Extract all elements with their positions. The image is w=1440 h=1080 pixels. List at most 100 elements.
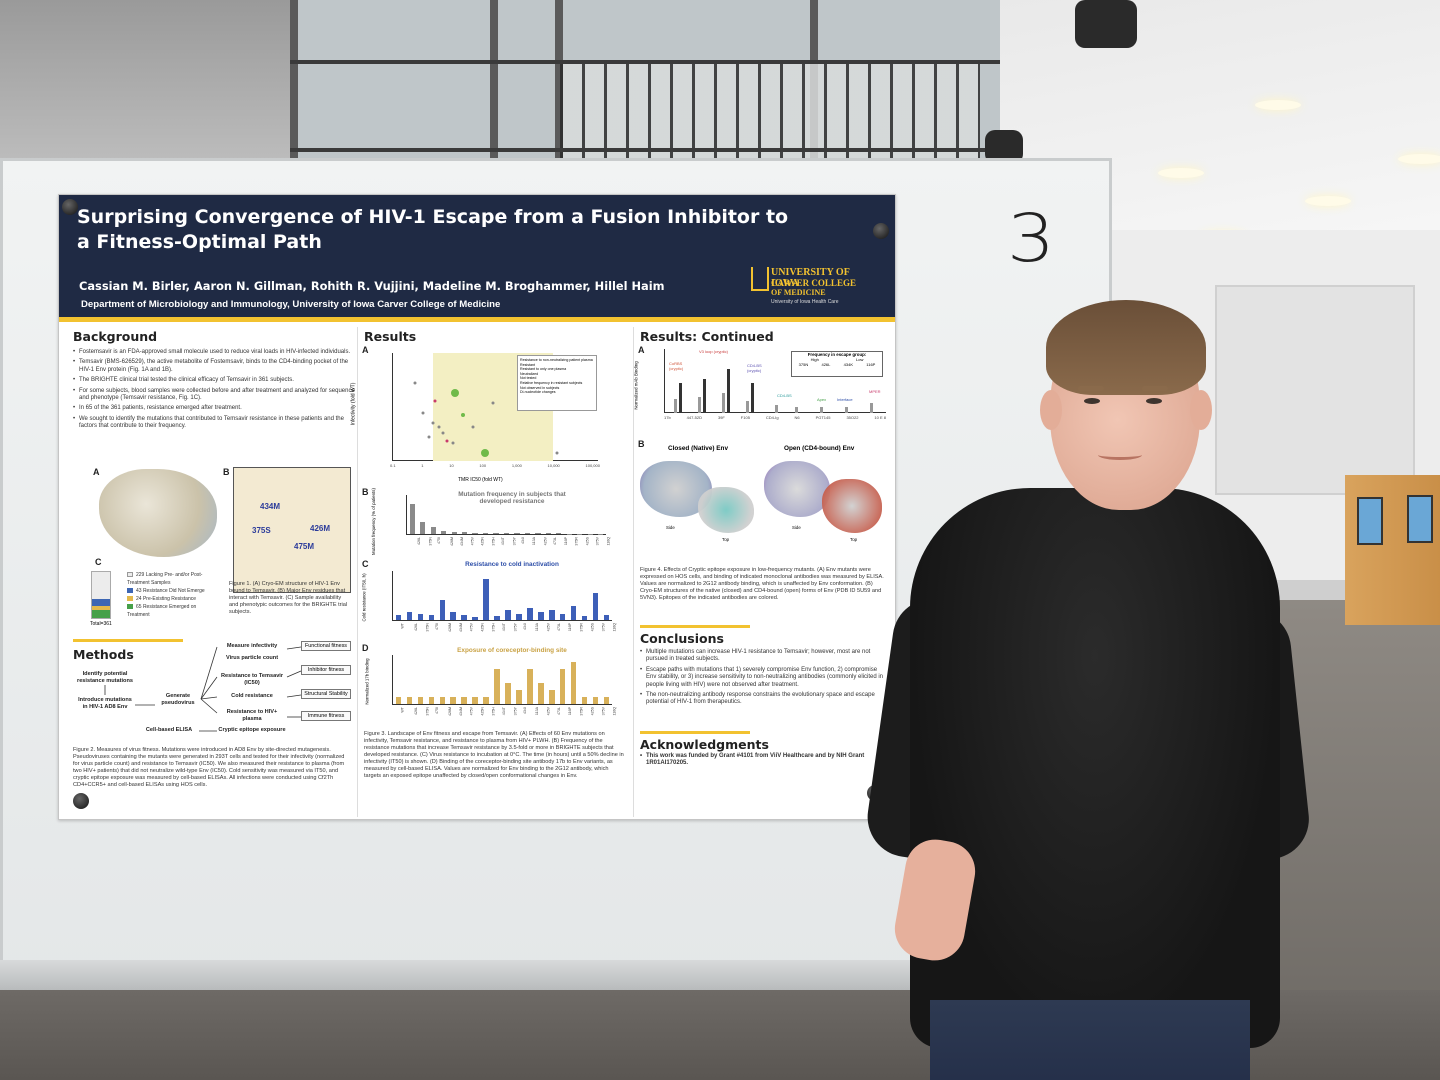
sample-legend: 229 Lacking Pre- and/or Post-Treatment S… xyxy=(127,572,205,618)
chart-bar xyxy=(439,600,445,620)
chart-tick-label: 375R xyxy=(579,707,584,716)
ceiling-light xyxy=(1255,100,1301,110)
methods-arrows xyxy=(104,646,302,732)
figure-1-caption: Figure 1. (A) Cryo-EM structure of HIV-1… xyxy=(229,581,348,615)
chart-tick-label: 475V xyxy=(469,707,474,716)
chart-tick-label: 434I xyxy=(522,623,527,630)
header-gold-line xyxy=(59,317,895,322)
chart-bar xyxy=(516,614,522,620)
ceiling-light xyxy=(1305,196,1351,206)
chart-tick-label: 375V xyxy=(600,623,605,632)
chart-tick-label: 434T xyxy=(502,623,507,632)
results-continued-heading: Results: Continued xyxy=(640,329,774,344)
scatter-legend: Resistance to non-neutralizing patient p… xyxy=(517,355,597,411)
chart-bar xyxy=(461,615,467,620)
closed-env-top-image xyxy=(698,487,754,533)
chart-bar xyxy=(472,617,478,620)
section-divider xyxy=(640,731,750,734)
chart-tick-label: 426M xyxy=(449,537,454,546)
chart-bar xyxy=(603,615,610,620)
chart-tick-label: 375V xyxy=(595,537,600,546)
chart-bar xyxy=(570,662,577,704)
pushpin-icon xyxy=(62,199,78,215)
chart-bar xyxy=(527,608,533,620)
open-env-side-image xyxy=(764,461,830,517)
chart-bar xyxy=(524,533,531,534)
chart-bar xyxy=(570,606,577,620)
chart-tick-label: 425N xyxy=(480,623,485,632)
poster-authors: Cassian M. Birler, Aaron N. Gillman, Roh… xyxy=(79,279,665,293)
chart-bar xyxy=(581,697,588,704)
doorway xyxy=(1215,285,1415,495)
chart-tick-label: 375Y xyxy=(513,623,518,632)
chart-bar xyxy=(559,614,566,620)
chart-bar xyxy=(494,669,500,704)
chart-tick-label: 425S xyxy=(585,537,590,546)
chart-tick-label: 426L xyxy=(414,623,419,631)
eyebrow xyxy=(1142,386,1168,391)
chart-tick-label: 375R xyxy=(579,623,584,632)
logo-mark-icon xyxy=(751,267,769,291)
chart-tick-label: 434M xyxy=(460,537,465,546)
mab-binding-chart: CoRBS (cryptic) V3 loop (cryptic) CD4-BS… xyxy=(664,349,886,413)
chart-bar xyxy=(406,612,413,620)
list-item: We sought to identify the mutations that… xyxy=(73,416,355,431)
railing-bar xyxy=(290,60,1010,64)
chart-tick-label: 425V xyxy=(546,707,551,716)
mutation-frequency-chart xyxy=(406,495,606,535)
chart-bar xyxy=(430,526,436,534)
pushpin-icon xyxy=(873,223,889,239)
column-background-methods: Background Fostemsavir is an FDA-approve… xyxy=(67,327,355,817)
balcony-railing xyxy=(560,60,980,165)
chart-tick-label: 375N xyxy=(428,537,433,546)
background-heading: Background xyxy=(73,329,158,344)
chart-tick-label: 375R xyxy=(574,537,579,546)
jeans xyxy=(930,1000,1250,1080)
chart-bar xyxy=(428,615,435,620)
chart-bar xyxy=(556,533,562,534)
chart-tick-label: 475I xyxy=(437,537,442,544)
methods-diagram: Identify potential resistance mutations … xyxy=(67,635,355,745)
list-item: Fostemsavir is an FDA-approved small mol… xyxy=(73,349,355,357)
list-item: In 65 of the 361 patients, resistance em… xyxy=(73,405,355,413)
chart-bar xyxy=(461,697,467,704)
chart-bar xyxy=(472,697,478,704)
chart-bar xyxy=(505,610,511,620)
chart-tick-label: 434M xyxy=(459,623,464,632)
figure-4-caption: Figure 4. Effects of Cryptic epitope exp… xyxy=(640,567,884,601)
chart-tick-label: 113A xyxy=(532,537,537,546)
chart-tick-label: 375N xyxy=(425,623,430,632)
chart-bar xyxy=(483,578,489,620)
open-env-top-image xyxy=(822,479,882,533)
chart-tick-label: 475I xyxy=(435,623,440,630)
chart-tick-label: 425S xyxy=(590,707,595,716)
sample-stack-bar xyxy=(91,571,111,619)
poster-header: Surprising Convergence of HIV-1 Escape f… xyxy=(59,195,895,317)
chart-tick-label: 426M xyxy=(448,707,453,716)
chart-tick-label: 113A xyxy=(535,623,540,632)
section-divider xyxy=(73,639,183,642)
chart-bar xyxy=(450,697,456,704)
chart-tick-label: 475I xyxy=(435,707,440,714)
chart-tick-label: 425V xyxy=(543,537,548,546)
ceiling-light xyxy=(1398,154,1440,164)
chart-tick-label: 116P xyxy=(567,707,572,716)
chart-tick-label: 473L xyxy=(556,623,561,631)
reception-counter xyxy=(1345,475,1440,625)
chart-tick-label: 434I xyxy=(520,537,525,544)
chart-bar xyxy=(417,697,424,704)
cold-resistance-chart xyxy=(392,571,612,621)
speaker xyxy=(1075,0,1137,48)
eye xyxy=(1146,398,1162,404)
chart-bar xyxy=(592,697,599,704)
research-poster: Surprising Convergence of HIV-1 Escape f… xyxy=(58,194,896,820)
chart-tick-label: 375H xyxy=(491,623,496,632)
presenter xyxy=(862,300,1313,1080)
chart-tick-label: 375Y xyxy=(511,537,516,546)
background-list: Fostemsavir is an FDA-approved small mol… xyxy=(67,349,355,431)
chart-tick-label: 116P xyxy=(567,623,572,632)
acknowledgments-heading: Acknowledgments xyxy=(640,737,769,752)
scatter-plot-area: Resistance to non-neutralizing patient p… xyxy=(392,353,598,461)
chart-tick-label: 434M xyxy=(459,707,464,716)
poster-department: Department of Microbiology and Immunolog… xyxy=(81,299,501,310)
